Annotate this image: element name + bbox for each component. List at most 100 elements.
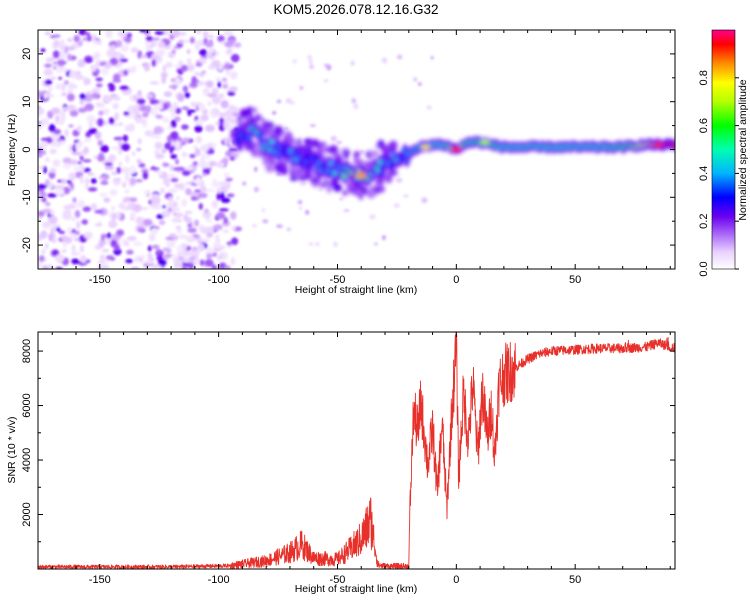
noise-blob <box>161 210 171 218</box>
noise-blob <box>45 157 51 163</box>
noise-blob <box>192 161 198 166</box>
noise-blob <box>187 262 195 269</box>
noise-blob <box>40 230 48 239</box>
noise-blob <box>42 208 52 214</box>
noise-blob <box>55 115 60 122</box>
noise-blob <box>308 242 314 246</box>
noise-blob <box>275 173 282 176</box>
noise-blob <box>98 110 104 116</box>
noise-blob <box>105 30 113 39</box>
noise-blob <box>309 65 315 70</box>
noise-blob <box>68 144 73 152</box>
noise-blob <box>225 48 233 55</box>
noise-blob <box>162 116 170 124</box>
noise-blob <box>181 152 189 158</box>
noise-blob <box>127 236 137 241</box>
noise-blob <box>87 187 98 192</box>
noise-blob <box>201 70 206 74</box>
noise-blob <box>181 106 190 110</box>
noise-blob <box>111 96 121 101</box>
snr-y-ticks: 2000 4000 6000 8000 <box>21 339 675 570</box>
noise-blob <box>145 105 152 114</box>
noise-blob <box>70 216 77 222</box>
ridge-halo <box>270 159 276 165</box>
noise-blob <box>231 237 239 246</box>
noise-blob <box>99 192 108 198</box>
noise-blob <box>205 124 215 132</box>
noise-blob <box>63 80 69 85</box>
noise-blob <box>197 243 205 252</box>
ridge-halo <box>293 172 301 179</box>
noise-blob <box>63 204 73 210</box>
ridge-halo <box>247 106 253 116</box>
noise-blob <box>102 108 110 116</box>
noise-blob <box>229 156 235 161</box>
noise-blob <box>181 199 187 207</box>
noise-blob <box>74 75 85 80</box>
snr-y-tick-label: 2000 <box>21 502 33 526</box>
noise-blob <box>152 37 161 41</box>
noise-blob <box>108 117 115 125</box>
noise-blob <box>66 226 73 232</box>
noise-blob <box>230 53 240 63</box>
noise-blob <box>126 32 132 39</box>
noise-blob <box>129 94 135 102</box>
noise-blob <box>216 187 222 194</box>
noise-blob <box>109 188 118 196</box>
noise-blob <box>70 173 76 182</box>
ridge-halo <box>280 162 288 173</box>
noise-blob <box>186 57 192 65</box>
ridge-halo <box>298 175 308 181</box>
noise-blob <box>199 157 205 167</box>
noise-blob <box>172 167 182 171</box>
noise-blob <box>80 255 87 264</box>
noise-blob <box>309 59 313 66</box>
noise-blob <box>110 44 116 48</box>
noise-blob <box>136 98 146 105</box>
noise-blob <box>50 34 56 39</box>
noise-blob <box>141 168 149 174</box>
noise-blob <box>143 190 150 196</box>
noise-blob <box>161 148 167 154</box>
noise-blob <box>174 140 181 150</box>
noise-blob <box>129 197 138 203</box>
noise-blob <box>125 115 136 119</box>
noise-blob <box>276 99 282 104</box>
noise-blob <box>150 167 160 171</box>
noise-blob <box>119 58 128 63</box>
noise-blob <box>82 206 92 212</box>
noise-blob <box>111 146 120 150</box>
noise-blob <box>137 255 146 259</box>
noise-blob <box>48 215 58 225</box>
noise-blob <box>76 220 81 230</box>
noise-blob <box>105 255 114 261</box>
noise-blob <box>61 92 67 97</box>
noise-blob <box>82 167 91 173</box>
noise-blob <box>343 209 350 212</box>
noise-blob <box>170 154 178 159</box>
noise-blob <box>212 178 217 183</box>
snr-x-tick-label: 50 <box>569 574 581 586</box>
noise-blob <box>61 178 66 185</box>
noise-blob <box>202 168 211 172</box>
noise-blob <box>90 64 97 73</box>
noise-blob <box>82 159 92 163</box>
noise-blob <box>100 264 109 269</box>
noise-blob <box>189 36 195 44</box>
noise-blob <box>180 64 188 72</box>
noise-blob <box>41 221 51 229</box>
noise-blob <box>55 227 61 232</box>
noise-blob <box>286 227 292 232</box>
noise-blob <box>43 68 53 77</box>
ridge-halo <box>289 138 297 144</box>
noise-blob <box>74 209 81 218</box>
noise-blob <box>122 181 127 188</box>
ridge-halo <box>319 183 327 188</box>
noise-blob <box>148 233 156 242</box>
noise-blob <box>47 94 55 98</box>
noise-blob <box>126 249 134 255</box>
noise-blob <box>71 151 81 155</box>
noise-blob <box>83 146 89 155</box>
noise-blob <box>165 61 173 68</box>
